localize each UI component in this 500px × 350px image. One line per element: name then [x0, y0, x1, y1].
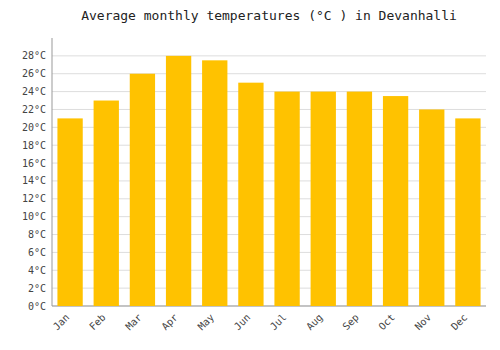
- y-tick-label: 18°C: [22, 140, 46, 151]
- x-tick-label: May: [196, 312, 217, 333]
- bar: [274, 92, 299, 306]
- y-tick-label: 20°C: [22, 122, 46, 133]
- chart-container: Average monthly temperatures (°C ) in De…: [0, 0, 500, 350]
- bar: [238, 83, 263, 306]
- bar: [202, 60, 227, 306]
- bars: [57, 56, 480, 306]
- y-tick-label: 6°C: [28, 247, 46, 258]
- bar: [94, 101, 119, 306]
- y-tick-label: 4°C: [28, 265, 46, 276]
- bar: [166, 56, 191, 306]
- title: Average monthly temperatures (°C ) in De…: [81, 8, 457, 23]
- x-tick-label: Oct: [376, 312, 397, 333]
- x-tick-label: Feb: [87, 312, 108, 333]
- x-tick-label: Aug: [304, 312, 325, 333]
- grid-line: [52, 73, 486, 74]
- y-tick-label: 14°C: [22, 175, 46, 186]
- bar: [347, 92, 372, 306]
- y-tick-label: 16°C: [22, 158, 46, 169]
- bar: [455, 118, 480, 306]
- x-tick-label: Apr: [159, 312, 180, 333]
- grid-line: [52, 55, 486, 56]
- y-tick-label: 12°C: [22, 193, 46, 204]
- bar: [311, 92, 336, 306]
- grid-line: [52, 91, 486, 92]
- y-tick-label: 8°C: [28, 229, 46, 240]
- bar: [383, 96, 408, 306]
- y-tick-label: 2°C: [28, 283, 46, 294]
- y-tick-label: 10°C: [22, 211, 46, 222]
- bar: [130, 74, 155, 306]
- y-tick-label: 22°C: [22, 104, 46, 115]
- x-tick-label: Jul: [268, 312, 289, 333]
- x-tick-label: Sep: [340, 312, 361, 333]
- x-tick-label: Jun: [232, 312, 253, 333]
- y-axis-line: [52, 38, 53, 306]
- x-axis: Jan Feb Mar Apr May Jun Jul Aug Sep Oct Nov Dec: [51, 312, 469, 333]
- y-tick-label: 0°C: [28, 301, 46, 312]
- chart-svg: Average monthly temperatures (°C ) in De…: [0, 0, 500, 350]
- y-axis: 0°C 2°C 4°C 6°C 8°C 10°C 12°C 14°C 16°C 18°C 20°C 2…: [22, 38, 486, 312]
- x-tick-label: Mar: [123, 312, 144, 333]
- y-tick-label: 28°C: [22, 50, 46, 61]
- y-tick-label: 26°C: [22, 68, 46, 79]
- bar: [419, 109, 444, 306]
- y-tick-label: 24°C: [22, 86, 46, 97]
- x-tick-label: Nov: [413, 312, 434, 333]
- bar: [57, 118, 82, 306]
- x-tick-label: Dec: [449, 312, 470, 333]
- x-tick-label: Jan: [51, 312, 72, 333]
